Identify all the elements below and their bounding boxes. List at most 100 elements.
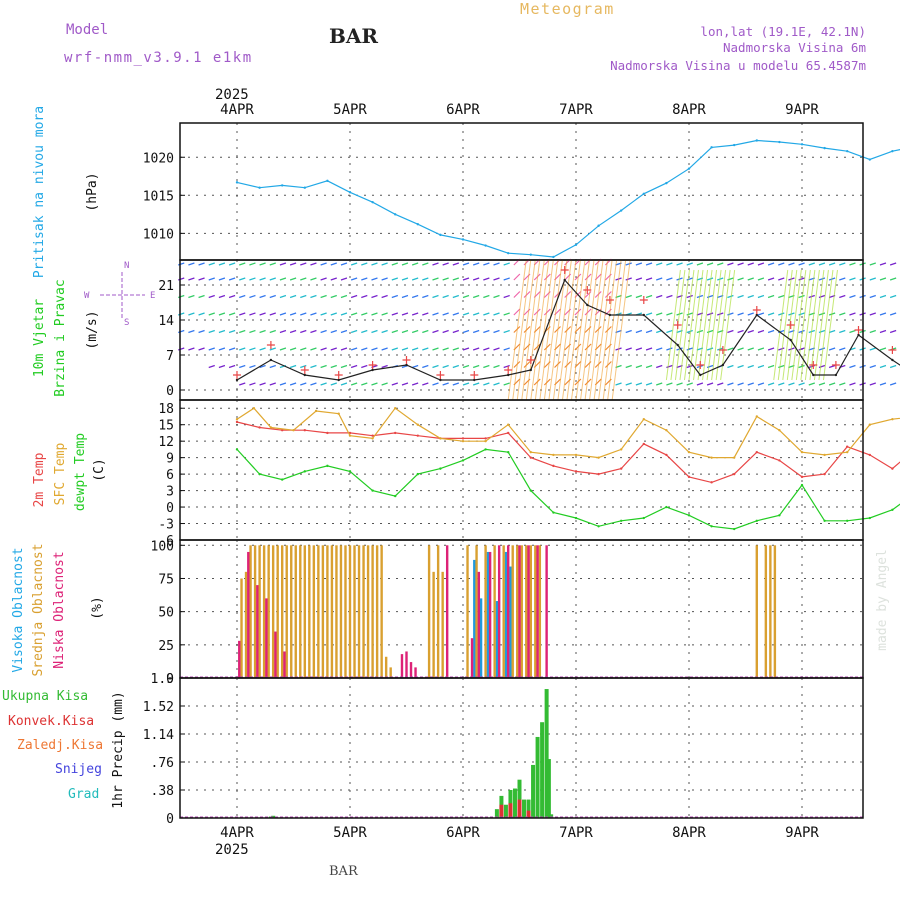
data-bar (389, 667, 392, 678)
data-point (620, 448, 623, 451)
wind-barb (381, 312, 388, 316)
data-point (394, 407, 397, 410)
wind-barb (493, 312, 500, 316)
wind-barb (300, 382, 307, 386)
wind-barb (798, 329, 805, 334)
wind-barb (483, 262, 490, 266)
wind-barb (340, 294, 348, 299)
wind-barb (411, 312, 419, 316)
wind-barb (778, 294, 785, 299)
wind-barb (849, 262, 856, 266)
data-point (461, 238, 465, 241)
data-bar (238, 640, 241, 678)
mid-cloud-label: Srednja Oblacnost (31, 543, 46, 676)
wind-barb (483, 294, 490, 299)
wind-barb (432, 347, 439, 351)
wind-barb (228, 347, 236, 351)
data-bar (380, 545, 383, 678)
wind-barb (604, 291, 612, 298)
wind-barb (767, 364, 775, 369)
wind-barb (584, 273, 592, 281)
wind-barb (310, 347, 317, 351)
wind-barb (218, 347, 226, 351)
pressure-unit-label: (hPa) (85, 172, 100, 211)
wind-barb (727, 294, 734, 299)
wind-barb (472, 312, 480, 316)
wind-barb (462, 277, 470, 281)
wind-barb (442, 382, 449, 386)
wind-barb (625, 277, 632, 281)
wind-barb (645, 312, 653, 316)
series-line (236, 139, 900, 258)
wind-barb (462, 364, 470, 369)
data-point (461, 437, 465, 440)
wind-barb (839, 347, 846, 351)
wind-barb (889, 294, 897, 299)
bottom-day-label: 8APR (672, 825, 706, 841)
wind-barb (279, 347, 287, 351)
wind-hatch (822, 269, 838, 381)
data-bar (335, 545, 338, 678)
wind-barb (828, 262, 836, 266)
wind-barb (543, 308, 551, 316)
wind-barb (686, 277, 693, 281)
wind-barb (371, 329, 378, 334)
wind-barb (686, 329, 693, 334)
wind-barb (269, 294, 276, 299)
wind-barb (411, 329, 419, 334)
y-tick-label: 9 (166, 452, 174, 467)
gust-marker (605, 296, 614, 304)
wind-barb (839, 294, 846, 299)
wind-barb (472, 382, 480, 386)
panel-frame (179, 122, 864, 261)
data-bar (520, 545, 523, 678)
wind-barb (178, 329, 185, 334)
wind-barb (717, 262, 724, 266)
wind-barb (889, 364, 897, 369)
data-point (574, 516, 578, 520)
data-point (371, 437, 374, 440)
wind-barb (289, 277, 297, 281)
wind-barb (320, 312, 327, 316)
wind-barb (879, 382, 887, 386)
wind-barb (361, 364, 368, 369)
wind-barb (513, 273, 521, 281)
wind-direction-legend: W E N S (84, 261, 155, 328)
wind-barb (279, 312, 287, 316)
y-tick-label: 25 (158, 639, 174, 654)
wind-barb (747, 329, 754, 334)
frz-precip-label: Zaledj.Kisa (17, 738, 103, 753)
y-tick-label: 1010 (143, 227, 174, 242)
data-point (337, 378, 340, 382)
top-day-label: 5APR (333, 102, 367, 118)
wind-barb (361, 312, 368, 316)
wind-barb (330, 382, 337, 386)
wind-barb (320, 329, 327, 334)
wind-barb (625, 382, 632, 386)
data-point (574, 453, 578, 457)
wind-barb (452, 364, 460, 369)
wind-barb (381, 329, 388, 334)
data-bar (507, 545, 510, 678)
wind-barb (228, 312, 236, 316)
wind-barb (808, 382, 815, 386)
wind-barb (778, 312, 785, 316)
wind-barb (604, 326, 612, 333)
wind-barb (696, 382, 704, 386)
wind-hatch (665, 269, 681, 381)
wind-barb (269, 347, 276, 351)
data-point (439, 437, 442, 440)
bottom-day-label: 5APR (333, 825, 367, 841)
data-point (642, 313, 645, 317)
data-point (371, 489, 374, 492)
wind-barb (442, 329, 449, 334)
wind-barb (401, 347, 409, 351)
wind-barb (727, 277, 734, 281)
data-bar (479, 598, 483, 678)
wind-barb (666, 347, 673, 351)
data-point (608, 313, 612, 317)
wind-barb (828, 347, 836, 351)
data-point (314, 409, 318, 413)
data-bar (769, 545, 772, 678)
wind-barb (543, 378, 551, 386)
